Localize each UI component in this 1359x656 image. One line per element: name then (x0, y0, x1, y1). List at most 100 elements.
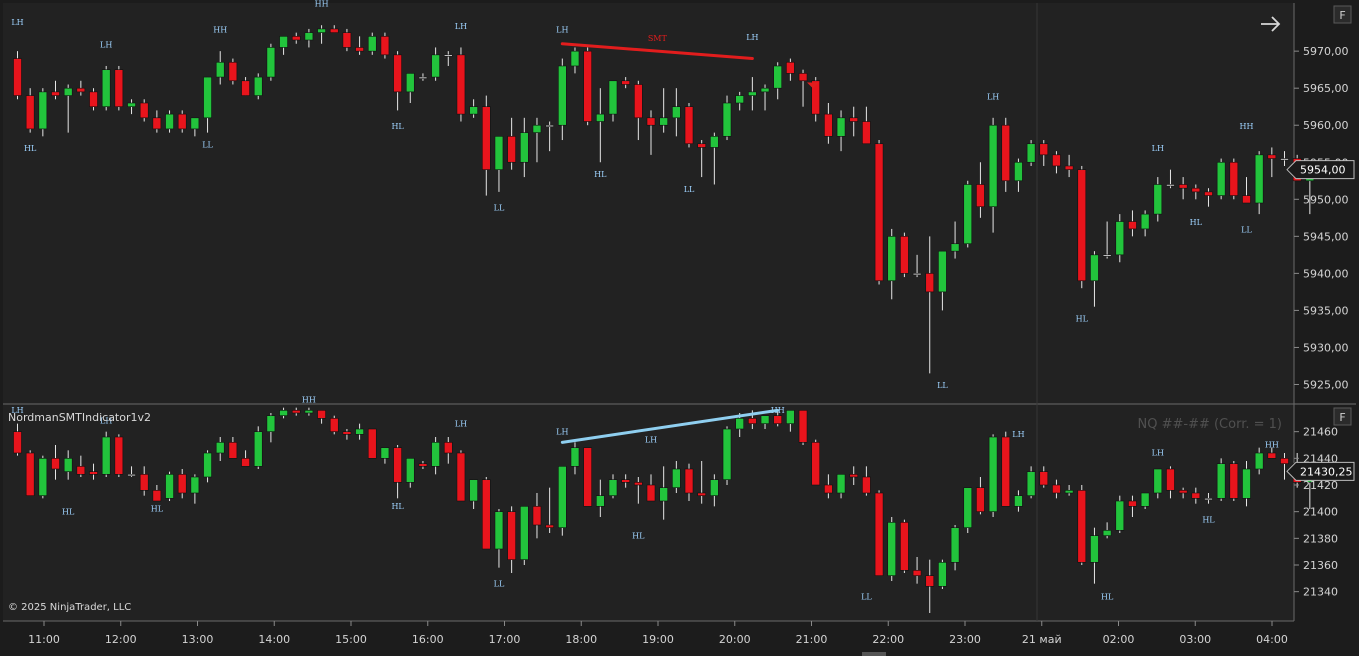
swing-label-lh: LH (455, 22, 467, 31)
top-candle-body (1039, 143, 1049, 156)
bottom-candle (1014, 490, 1023, 512)
bottom-candle-body (672, 468, 681, 488)
bottom-candle (291, 407, 301, 416)
bottom-candle-body (241, 458, 250, 467)
bottom-candle (710, 474, 719, 507)
top-candle-body (380, 36, 390, 56)
horizontal-scrollbar-thumb[interactable] (862, 652, 886, 656)
bottom-candle-body (89, 471, 98, 475)
bottom-candle-body (152, 490, 162, 502)
top-candle-body (89, 91, 98, 108)
top-last-price-text: 5954,00 (1300, 164, 1346, 177)
top-candle-body (950, 243, 960, 252)
time-tick-label: 17:00 (489, 633, 521, 646)
swing-label-lh: LH (1152, 449, 1164, 458)
bottom-candle-body (697, 492, 706, 496)
bottom-candle (190, 474, 200, 504)
bottom-candle-body (165, 474, 174, 499)
price-axis[interactable]: 5925,00 5930,00 5935,00 5940,00 5945,00 5950,… (1286, 45, 1355, 391)
bottom-candle-body (1115, 500, 1125, 531)
bottom-candle (900, 519, 909, 573)
top-candle-body (798, 73, 808, 82)
bottom-candle-body (228, 442, 238, 459)
top-candle (393, 51, 402, 111)
bottom-candle (494, 509, 504, 568)
swing-label-ll: LL (202, 140, 213, 149)
top-candle (798, 69, 808, 107)
top-candle-body (13, 58, 22, 96)
top-candle-body (925, 273, 935, 293)
bottom-candle-body (1204, 498, 1213, 501)
top-candle-body (684, 106, 694, 145)
indicator-axis[interactable]: 2134021360213802140021420214402146021430… (1286, 426, 1355, 599)
top-candle (1242, 177, 1251, 204)
top-candle-body (596, 113, 605, 122)
top-candle-body (507, 136, 516, 163)
top-candle-body (887, 236, 897, 282)
top-candle-body (1077, 169, 1087, 282)
swing-label-hl: HL (1101, 593, 1114, 602)
bottom-last-price-text: 21430,25 (1300, 465, 1353, 478)
top-candle-body (1254, 154, 1264, 204)
top-candle (532, 117, 542, 163)
top-candle-body (51, 91, 60, 96)
bottom-candle (329, 415, 339, 435)
bottom-last-price-flag: 21430,25 (1286, 461, 1355, 481)
top-candle-body (25, 95, 35, 130)
bottom-candle (570, 442, 580, 475)
time-tick-label: 02:00 (1103, 633, 1135, 646)
top-candle-body (355, 47, 364, 52)
bottom-candle (1178, 487, 1188, 499)
bottom-candle-body (1267, 452, 1277, 459)
top-candle-body (912, 273, 922, 276)
bottom-candle-body (976, 487, 985, 512)
top-candle-body (481, 106, 491, 170)
bottom-candle (938, 559, 947, 589)
bottom-candle (874, 490, 884, 576)
bottom-candle-body (1153, 468, 1163, 494)
swing-label-hl: HL (594, 170, 607, 179)
top-candle (367, 32, 377, 55)
bottom-candle-body (304, 410, 314, 414)
top-candle-body (748, 91, 757, 96)
time-tick-label: 21:00 (796, 633, 828, 646)
swing-label-hh: HH (213, 26, 227, 35)
bottom-candle-body (481, 479, 491, 550)
bottom-candle-body (63, 458, 73, 472)
top-candle-body (519, 132, 529, 163)
bottom-candle (1229, 461, 1239, 501)
bottom-candle (1153, 468, 1163, 499)
bottom-candle (393, 445, 402, 499)
bottom-candle (976, 477, 985, 515)
bottom-candle-body (1140, 492, 1150, 507)
swing-label-lh: LH (556, 427, 568, 436)
swing-label-hl: HL (632, 531, 645, 540)
top-candle-body (558, 65, 567, 126)
time-tick-label: 20:00 (719, 633, 751, 646)
panel-f-button-bottom[interactable]: F (1333, 407, 1352, 426)
bottom-candle (773, 410, 783, 427)
top-candle (1102, 221, 1112, 259)
time-axis[interactable]: 11:00 12:00 13:00 14:00 15:00 16:00 17:00 18:00… (28, 621, 1288, 646)
bottom-candle-body (519, 506, 529, 560)
top-candle (988, 117, 998, 233)
top-candle-body (1267, 154, 1277, 159)
bottom-candle-body (405, 458, 415, 483)
top-candle (836, 110, 846, 152)
top-candle (1216, 158, 1226, 200)
bottom-candle (659, 466, 668, 520)
bottom-candle (646, 474, 656, 502)
bottom-candle-body (634, 482, 643, 486)
bottom-candle (697, 461, 706, 504)
top-candle-body (317, 28, 326, 33)
arrow-right-icon[interactable] (1261, 16, 1281, 32)
top-candle-body (1229, 161, 1239, 196)
top-candle (1001, 117, 1011, 192)
top-candle (1191, 184, 1201, 200)
top-candle-body (1140, 213, 1150, 230)
bottom-candle-body (938, 562, 947, 587)
top-candle (862, 106, 871, 145)
bottom-candle (215, 437, 225, 461)
panel-f-button-top[interactable]: F (1333, 5, 1352, 24)
copyright-text: © 2025 NinjaTrader, LLC (8, 602, 131, 613)
